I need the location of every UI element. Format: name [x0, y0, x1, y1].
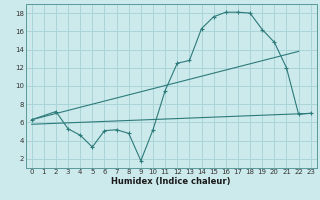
X-axis label: Humidex (Indice chaleur): Humidex (Indice chaleur) — [111, 177, 231, 186]
